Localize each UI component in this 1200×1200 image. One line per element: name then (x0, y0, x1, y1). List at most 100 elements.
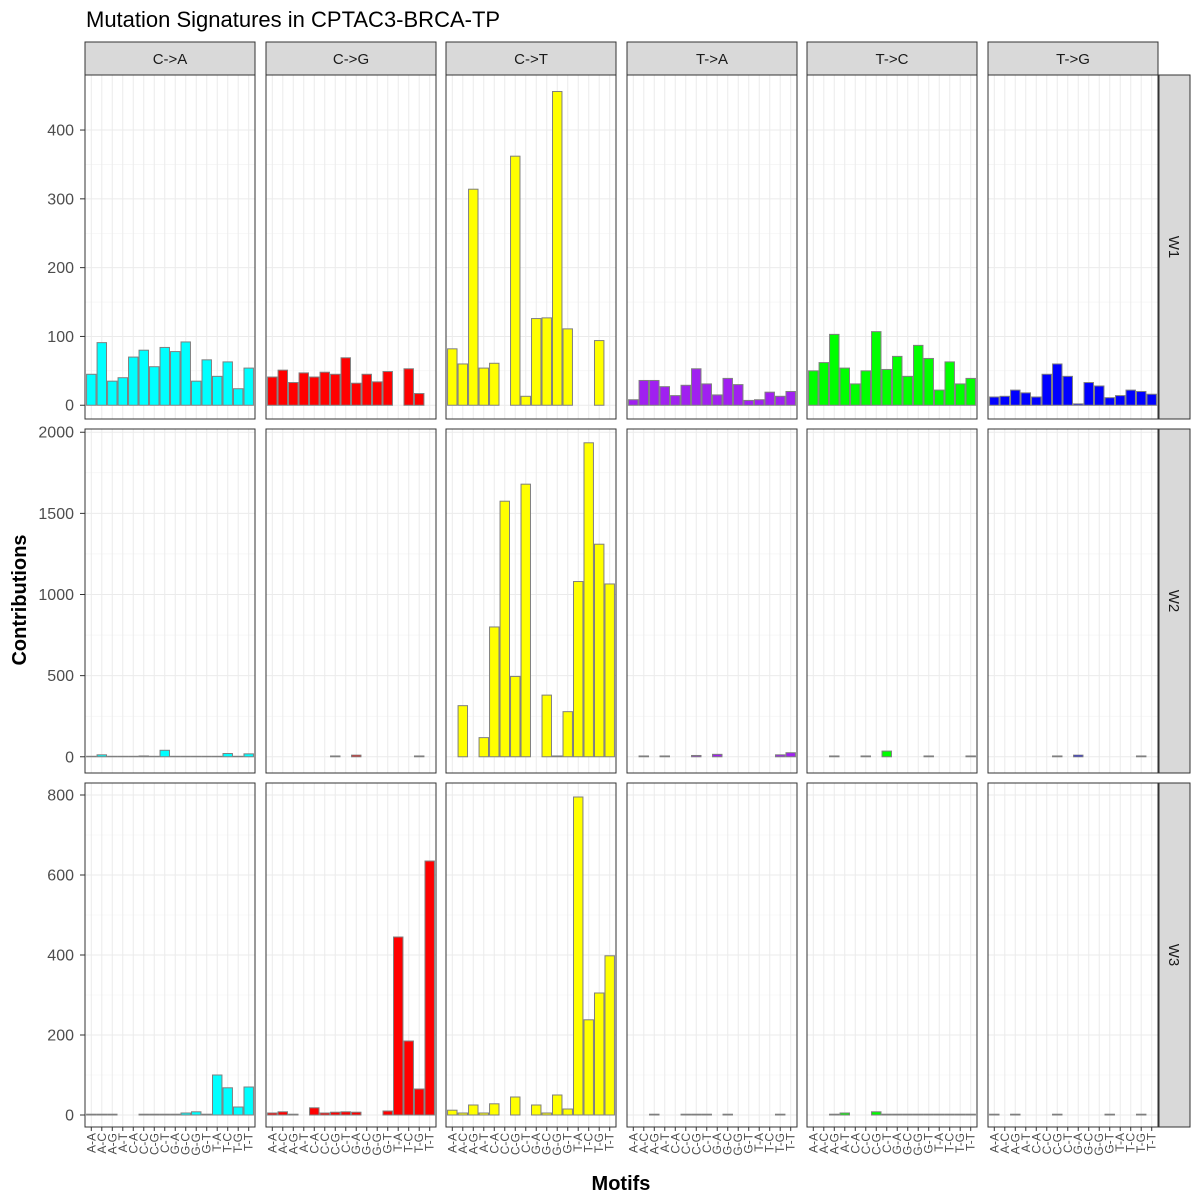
bar-W1-C->T-A-T (478, 367, 489, 406)
x-tick-label-4-15: T-T (964, 1132, 978, 1151)
bar-W1-T->C-T-T (965, 377, 976, 406)
bar-W1-T->C-T-G (954, 383, 966, 406)
bar-W1-T->A-C-T (701, 383, 712, 406)
bar-W3-C->A-G-C (180, 1112, 191, 1116)
x-tick-label-1-1: A-C (276, 1133, 290, 1154)
bar-W3-C->G-C-G (330, 1111, 341, 1116)
x-tick-label-0-9: G-C (179, 1133, 193, 1155)
x-tick-label-1-2: A-G (286, 1133, 300, 1154)
bar-W1-C->A-A-A (86, 373, 97, 406)
bar-W1-T->G-A-C (999, 395, 1011, 406)
x-tick-label-2-3: A-T (477, 1132, 491, 1152)
bar-W2-T->G-T-G (1135, 755, 1147, 758)
bar-W1-T->G-T-C (1125, 389, 1136, 406)
panel-W2-5 (987, 428, 1159, 774)
bar-W1-C->G-C-C (319, 371, 330, 406)
x-tick-label-4-8: G-A (890, 1133, 904, 1154)
panel-border (806, 428, 978, 774)
x-tick-label-2-13: T-C (582, 1133, 596, 1153)
x-tick-label-4-2: A-G (827, 1133, 841, 1154)
y-tick-label-0-0: 0 (65, 398, 74, 415)
bar-W1-C->T-C-A (489, 362, 500, 406)
bar-W3-C->A-T-A (212, 1074, 223, 1116)
bar-W1-C->A-G-G (191, 380, 202, 406)
bar-W1-C->A-C-T (159, 346, 170, 406)
bar-W3-C->T-A-A (447, 1109, 458, 1116)
bar-W1-T->C-C-C (860, 370, 871, 406)
x-tick-label-4-14: T-G (953, 1133, 967, 1153)
x-tick-label-1-14: T-G (412, 1133, 426, 1153)
bar-W1-T->G-G-G (1094, 385, 1105, 406)
panel-W2-4 (806, 428, 978, 774)
x-tick-label-0-11: G-T (200, 1132, 214, 1153)
bar-W1-T->A-T-C (764, 391, 775, 406)
bar-W3-T->G-C-G (1052, 1113, 1063, 1116)
bar-W1-T->C-C-G (871, 331, 882, 406)
panel-bg (266, 429, 436, 773)
bar-W2-C->T-A-C (457, 705, 469, 758)
bar-W2-T->A-A-C (638, 755, 650, 758)
facet-strip-label-1: C->G (333, 51, 369, 68)
bar-W1-T->C-A-T (839, 367, 850, 406)
x-tick-label-0-10: G-G (189, 1133, 203, 1156)
row-strip-label-0: W1 (1165, 236, 1182, 259)
panel-border (806, 782, 978, 1128)
bar-W3-T->A-C-T (701, 1113, 712, 1116)
y-tick-label-2-4: 800 (47, 788, 74, 805)
bar-W1-C->G-A-G (288, 382, 299, 406)
bar-W2-C->A-C-T (159, 749, 170, 758)
bar-W1-T->C-A-G (829, 333, 840, 406)
bar-W3-C->T-G-G (552, 1094, 563, 1116)
x-tick-label-5-5: C-C (1040, 1133, 1054, 1155)
x-tick-label-0-8: G-A (168, 1133, 182, 1154)
bar-W2-T->C-A-G (829, 755, 840, 758)
x-tick-label-2-0: A-A (445, 1133, 459, 1153)
x-tick-label-0-14: T-G (231, 1133, 245, 1153)
x-tick-label-3-7: C-T (700, 1132, 714, 1153)
x-tick-label-0-3: A-T (116, 1132, 130, 1152)
bar-W3-T->A-C-G (691, 1113, 702, 1116)
bar-W1-C->T-C-G (510, 155, 521, 406)
bar-W2-T->C-C-C (860, 755, 871, 758)
bar-W3-C->T-G-C (541, 1112, 552, 1116)
panel-W1-0 (84, 74, 256, 420)
bar-W1-T->G-T-G (1135, 390, 1147, 406)
x-tick-label-5-2: A-G (1008, 1133, 1022, 1154)
x-tick-label-1-13: T-C (402, 1133, 416, 1153)
bar-W2-T->G-C-G (1052, 755, 1063, 758)
panel-border (84, 782, 256, 1128)
panel-bg (988, 75, 1158, 419)
x-tick-label-1-9: G-C (360, 1133, 374, 1155)
bar-W1-C->A-A-T (117, 377, 129, 406)
bar-W3-C->A-T-G (232, 1106, 244, 1116)
facet-panels: C->A C->G C->T T->A T->C T->G W1 W2 W3 0 100 200 300… (38, 41, 1191, 1156)
x-tick-label-0-4: C-A (126, 1133, 140, 1154)
bar-W1-T->A-C-G (691, 368, 702, 406)
x-tick-label-4-0: A-A (806, 1133, 820, 1153)
y-tick-label-2-3: 600 (47, 868, 74, 885)
bar-W1-C->G-C-A (309, 376, 320, 406)
bar-W3-C->G-C-T (340, 1111, 351, 1116)
y-axis-title: Contributions (9, 534, 31, 665)
bar-W2-C->T-T-C (583, 442, 594, 758)
x-tick-label-3-3: A-T (658, 1132, 672, 1152)
bar-W2-C->A-C-C (138, 755, 149, 758)
x-tick-label-3-2: A-G (647, 1133, 661, 1154)
x-tick-label-4-12: T-A (932, 1133, 946, 1152)
x-tick-label-4-6: C-G (869, 1133, 883, 1155)
x-tick-label-0-6: C-G (147, 1133, 161, 1155)
x-tick-label-5-3: A-T (1019, 1132, 1033, 1152)
bar-W1-C->G-T-C (403, 368, 414, 406)
x-tick-label-5-4: C-A (1029, 1133, 1043, 1154)
bar-W3-C->T-T-C (583, 1019, 594, 1116)
bar-W2-C->T-A-T (478, 737, 489, 758)
bar-W1-T->C-A-A (808, 370, 819, 406)
bar-W1-T->C-G-G (913, 344, 924, 406)
bar-W3-T->A-T-G (774, 1113, 786, 1116)
x-tick-label-2-10: G-G (550, 1133, 564, 1156)
bar-W3-C->A-G-T (201, 1113, 212, 1116)
facet-strip-label-5: T->G (1056, 51, 1090, 68)
bar-W1-T->A-T-A (754, 399, 765, 406)
bar-W1-C->T-G-A (531, 318, 542, 406)
bar-W1-T->G-G-C (1083, 382, 1094, 406)
